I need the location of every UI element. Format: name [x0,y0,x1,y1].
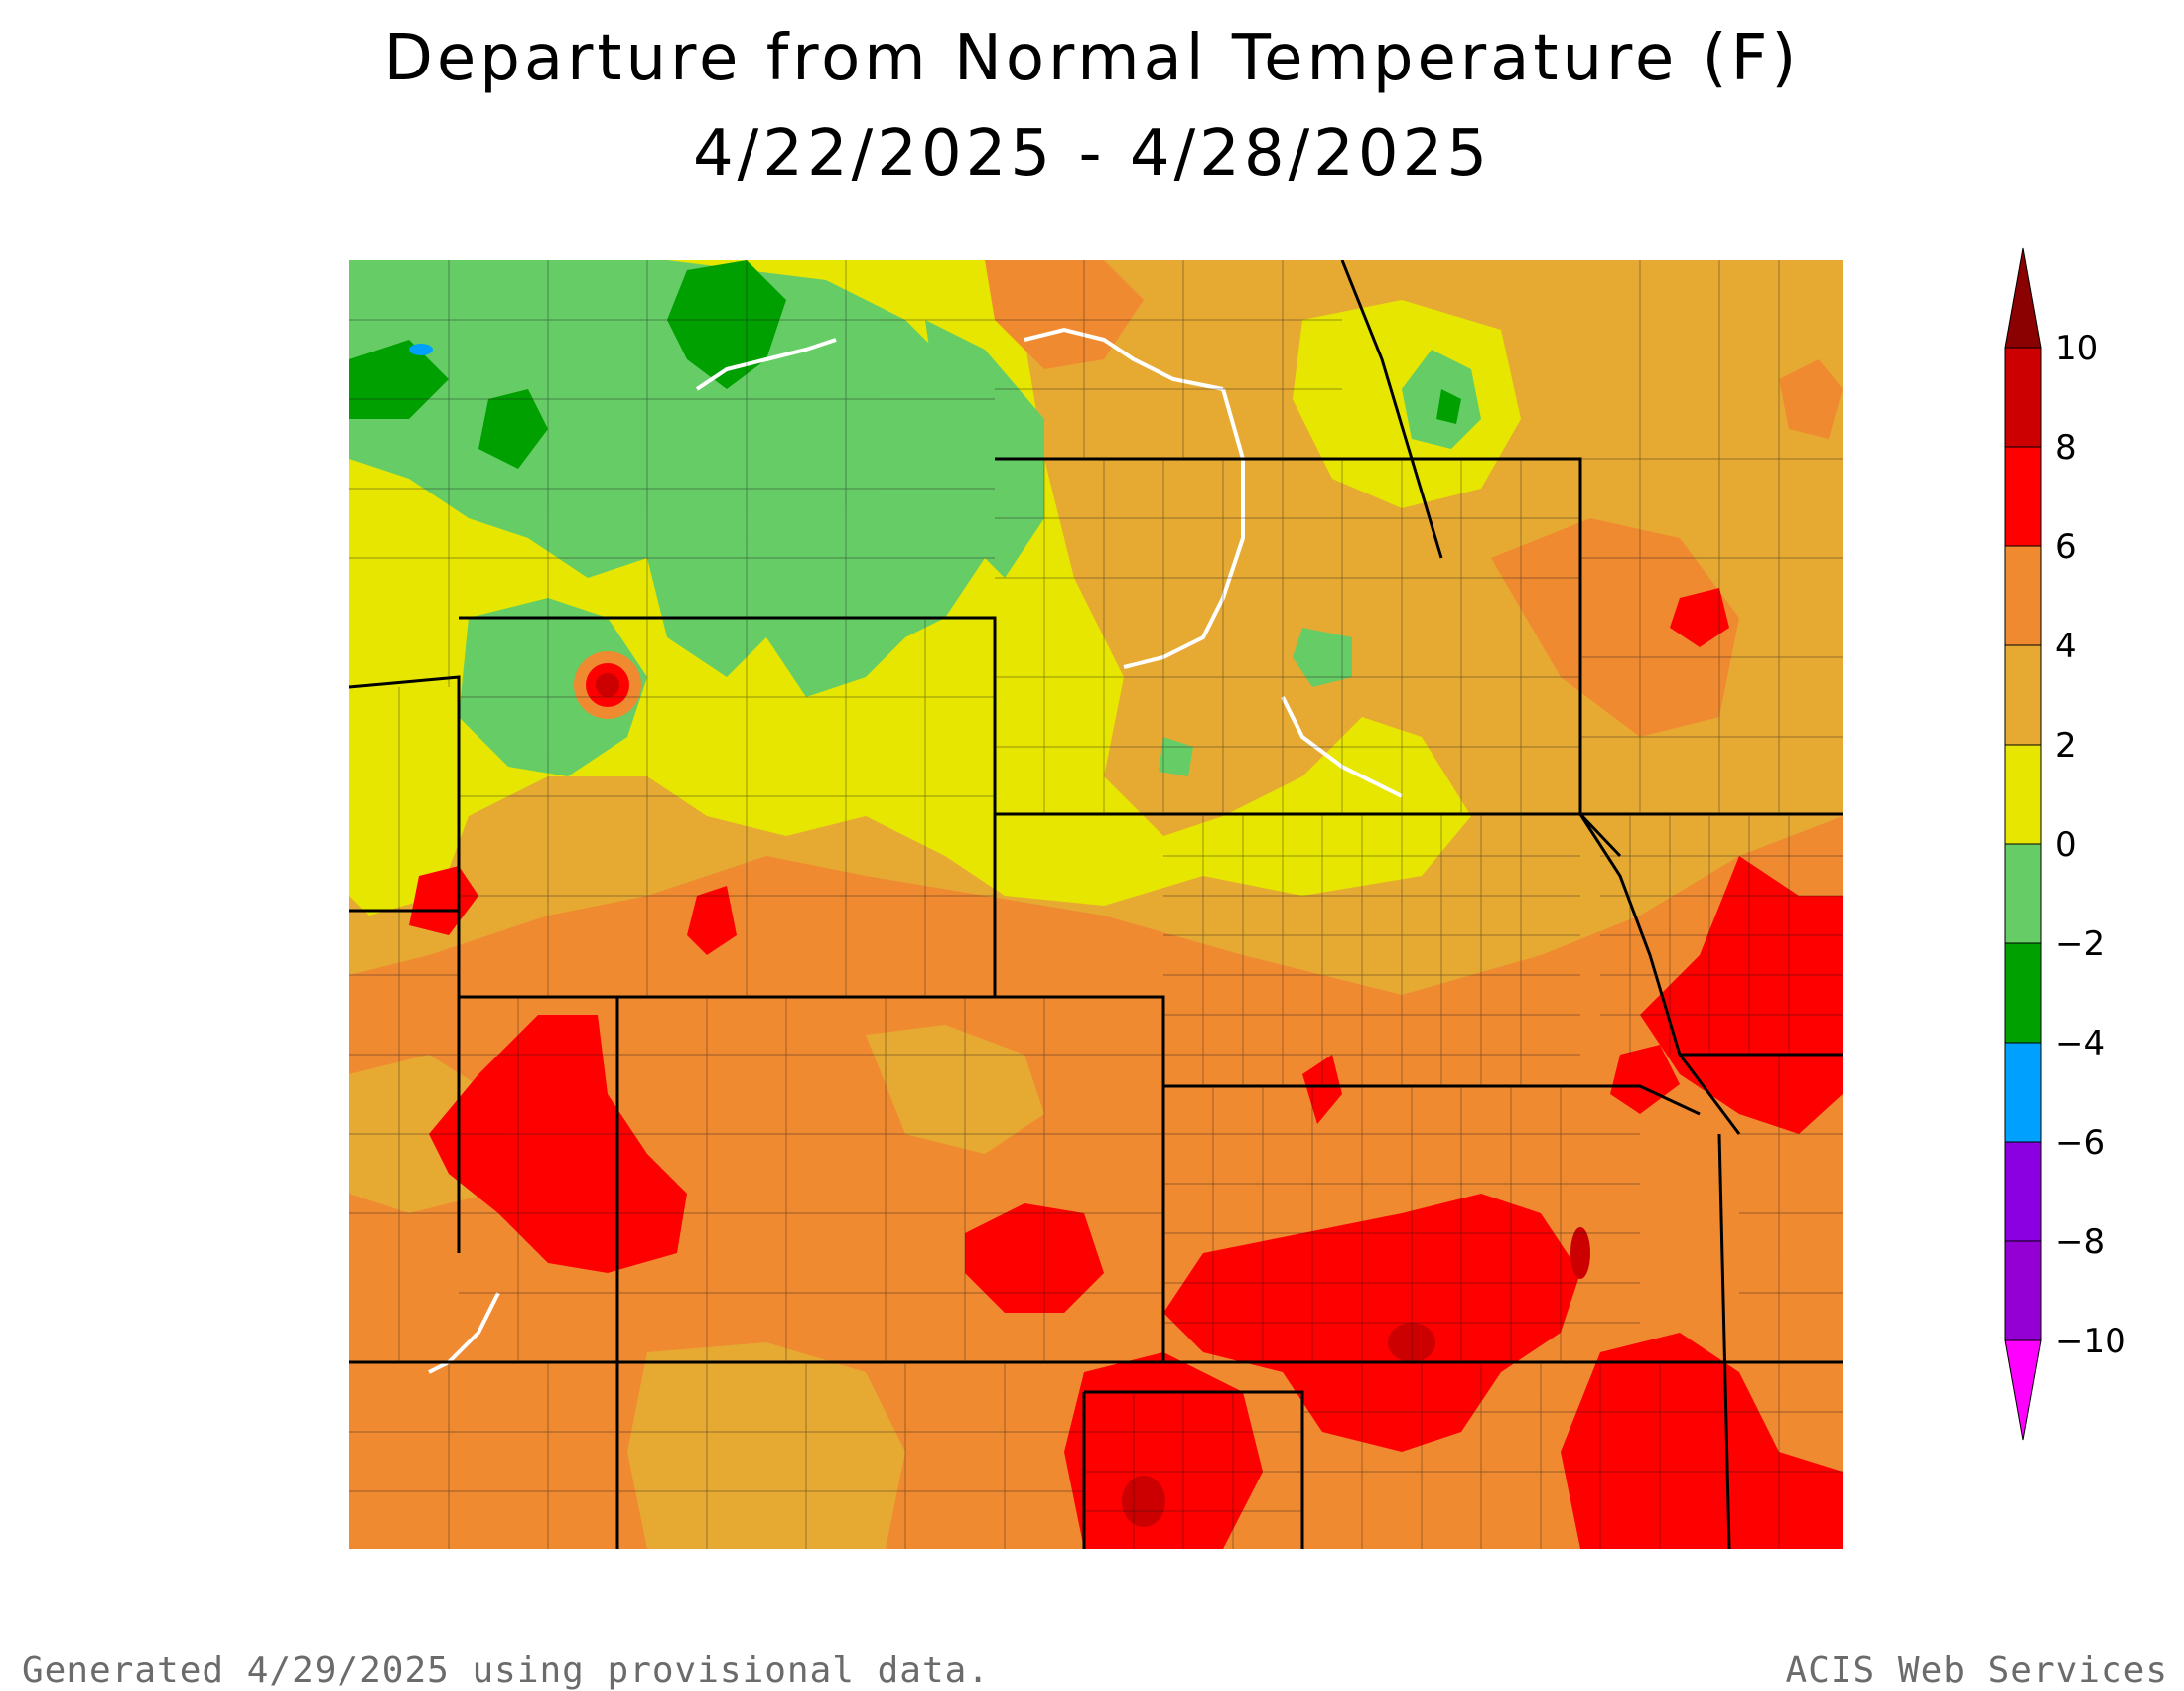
contour-8-10-e [1122,1476,1165,1527]
legend-label-2: 2 [2055,726,2077,766]
contour-8-10-f [1570,1227,1590,1279]
legend-band [2004,843,2042,944]
contour-4-6-n [985,260,1144,369]
map-date-range: 4/22/2025 - 4/28/2025 [692,117,1492,191]
legend-label-0: 0 [2055,825,2077,865]
legend-label-neg8: −8 [2055,1222,2106,1262]
legend-label-8: 8 [2055,428,2077,468]
contour-neg2-0-nw [349,260,1005,697]
legend-band [2004,744,2042,845]
generated-note: Generated 4/29/2025 using provisional da… [22,1650,990,1691]
map-title: Departure from Normal Temperature (F) [383,22,1801,95]
contour-6-8-pocket1 [687,886,737,955]
legend-label-6: 6 [2055,527,2077,567]
contour-6-8-west [429,1015,687,1273]
contour-6-8-pocket2 [1670,588,1729,647]
contour-2-4-s [627,1342,905,1549]
legend-label-neg4: −4 [2055,1024,2106,1063]
contour-2-4-c [866,1025,1044,1154]
contour-6-8-south [1064,1352,1263,1549]
legend-label-neg10: −10 [2055,1322,2126,1361]
legend-band [2004,446,2042,547]
legend-band [2004,1141,2042,1242]
temperature-departure-map [349,260,1843,1549]
data-source-credit: ACIS Web Services [1785,1650,2168,1691]
contour-neg6-neg4 [409,344,433,355]
contour-6-8-w2 [409,866,478,935]
contour-6-8-central [965,1203,1104,1313]
contour-4-6-ne2 [1779,359,1843,439]
contour-neg2-0-mid [459,598,647,776]
legend-band [2004,1240,2042,1341]
contour-neg2-0-pocket4 [727,489,816,558]
color-scale-legend [2004,247,2042,1441]
contour-neg4-neg2-a [667,260,786,389]
county-grid [349,260,1843,1549]
legend-band [2004,545,2042,646]
legend-band [2004,1042,2042,1143]
contour-neg2-0-pocket2 [1293,628,1352,687]
contour-6-8-east [1640,856,1843,1134]
legend-band-max-arrow [2004,247,2042,349]
legend-label-neg6: −6 [2055,1123,2106,1163]
contour-8-10-c [596,673,619,697]
contour-6-8-se2 [1561,1333,1843,1549]
legend-band-min-arrow [2004,1339,2042,1441]
legend-band [2004,347,2042,448]
contour-neg4-neg2-c [478,389,548,469]
contour-4-6-ne [1491,518,1739,737]
legend-label-neg2: −2 [2055,924,2106,964]
legend-band [2004,644,2042,746]
legend-band [2004,942,2042,1044]
legend-label-10: 10 [2055,329,2099,368]
contour-neg4-neg2-d [1436,389,1461,424]
legend-label-4: 4 [2055,627,2077,666]
contour-neg2-0-e [925,320,1044,578]
